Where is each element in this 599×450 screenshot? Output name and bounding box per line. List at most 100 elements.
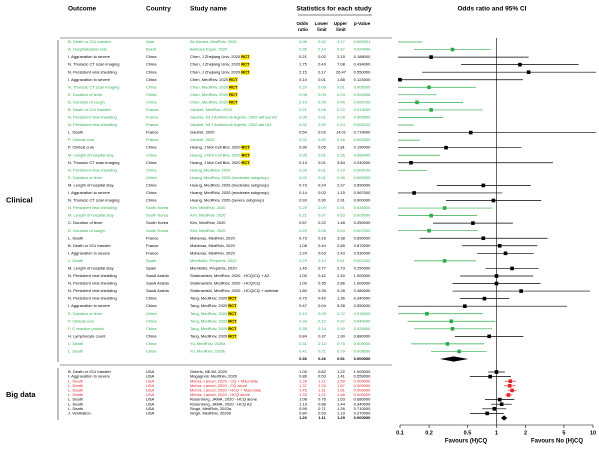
- point-estimate: [444, 145, 448, 150]
- tag-highlight: [228, 99, 238, 105]
- country: China: [146, 311, 157, 316]
- outcome: L. Death: [68, 258, 83, 263]
- tag: RCT: [228, 296, 237, 301]
- study-name: Singh, MedRxiv, 2020a: [190, 406, 232, 411]
- stat-value: 0.08: [299, 92, 308, 97]
- p-value: 0.009000: [354, 341, 371, 346]
- stat-value: 0.86: [299, 374, 308, 379]
- stat-value: 0.21: [318, 349, 327, 354]
- outcome: N. Persistent viral shedding: [68, 273, 117, 278]
- stat-value: 0.54: [299, 130, 308, 135]
- column-header: Upper limit: [334, 21, 349, 32]
- outcome: N. Thoracic CT scan imaging: [68, 84, 119, 89]
- p-value: 0.000700: [354, 99, 371, 104]
- study-name: Chen, MedRxiv, 2020: [190, 92, 229, 97]
- stat-value: 1.00: [299, 369, 308, 374]
- header-country: Country: [146, 6, 171, 13]
- stat-value: 0.87: [337, 47, 346, 52]
- p-value: 0.690000: [354, 235, 371, 240]
- study-name: Huang, J Mol Cell Biol, 2020: [190, 145, 241, 150]
- stat-value: 1.81: [337, 145, 346, 150]
- country: China: [146, 175, 157, 180]
- p-value: 0.000000: [354, 378, 371, 383]
- group-label: Clinical: [6, 195, 33, 204]
- study-name: Huang, MedRxiv, 2020 (severe subgroup): [190, 198, 265, 203]
- p-value: 0.000000: [354, 383, 371, 388]
- study-name: Mahevas, MedRxiv, 2020: [190, 243, 236, 248]
- stat-value: 0.77: [318, 265, 327, 270]
- stat-value: 0.28: [337, 115, 346, 120]
- p-value: 0.000100: [354, 122, 371, 127]
- stat-value: 0.05: [299, 115, 308, 120]
- x-tick-label: 0.2: [425, 430, 433, 436]
- point-estimate: [429, 213, 433, 218]
- stat-value: 0.06: [337, 175, 346, 180]
- stat-value: 0.82: [318, 369, 327, 374]
- tag: RCT: [241, 152, 250, 157]
- tag-highlight: [240, 152, 250, 158]
- stat-value: 1.48: [337, 220, 346, 225]
- study-name: Chen, MedRxiv, 2020: [190, 84, 229, 89]
- point-estimate: [492, 407, 497, 411]
- outcome: A. Hospitalization rate: [68, 47, 108, 52]
- outcome: P. Clinical cure: [68, 318, 95, 323]
- study-name: Huang, MedRxiv, 2020 (moderate subgroup): [190, 175, 270, 180]
- country: USA: [146, 383, 155, 388]
- p-value: 0.000400: [354, 152, 371, 157]
- stat-value: 0.01: [318, 77, 327, 82]
- study-name: Yu, MedRxiv, 2020a: [190, 341, 226, 346]
- tag-highlight: [227, 303, 237, 309]
- stat-value: 0.10: [299, 77, 308, 82]
- country: USA: [146, 410, 155, 415]
- outcome: L. Death: [68, 378, 83, 383]
- stat-value: 0.21: [299, 54, 308, 59]
- stat-value: 0.47: [299, 303, 308, 308]
- study-name: Mahevas, MedRxiv, 2020: [190, 235, 236, 240]
- p-value: 0.000008: [354, 92, 371, 97]
- country: USA: [146, 397, 155, 402]
- p-value: 0.250000: [354, 265, 371, 270]
- p-value: 0.000000: [354, 387, 371, 392]
- study-name: Tang, MedRxiv, 2020: [190, 311, 228, 316]
- stat-value: 0.63: [337, 213, 346, 218]
- p-value: 0.550000: [354, 69, 371, 74]
- p-value: 1.000000: [354, 273, 371, 278]
- stat-value: 0.64: [337, 228, 346, 233]
- stat-value: 2.40: [337, 273, 346, 278]
- study-name: Huang, MedRxiv, 2020: [190, 167, 231, 172]
- x-tick-label: 10: [590, 430, 596, 436]
- stat-value: 7.08: [337, 62, 346, 67]
- outcome: N. Thoracic CT scan imaging: [68, 62, 119, 67]
- tag: RCT: [241, 145, 250, 150]
- stat-value: 0.75: [299, 296, 308, 301]
- country: France: [146, 130, 159, 135]
- stat-value: 0.71: [318, 406, 327, 411]
- study-name: Geleris, NEJM, 2020: [190, 369, 228, 374]
- p-value: 0.480000: [354, 288, 371, 293]
- country: China: [146, 69, 157, 74]
- tag-highlight: [227, 326, 237, 332]
- country: China: [146, 92, 157, 97]
- stat-value: 1.33: [299, 392, 308, 397]
- stat-value: 0.90: [337, 326, 346, 331]
- stat-value: 2.15: [299, 69, 308, 74]
- point-estimate: [450, 327, 455, 331]
- outcome: M. Length of hospital stay: [68, 182, 114, 187]
- study-name: Chen, J Zhejiang Univ, 2020: [190, 54, 241, 59]
- outcome: L. Death: [68, 387, 83, 392]
- header-study: Study name: [190, 6, 227, 13]
- study-name: Chen, MedRxiv, 2020: [190, 99, 229, 104]
- stat-value: 0.05: [318, 99, 327, 104]
- outcome: I. Aggravation to severe: [68, 54, 111, 59]
- point-estimate: [510, 266, 514, 271]
- country: Saudi Arabia: [146, 281, 169, 286]
- stat-value: 0.97: [337, 318, 346, 323]
- p-value: 0.000000: [354, 175, 371, 180]
- country: China: [146, 349, 157, 354]
- outcome: D. Duration of cough: [68, 228, 105, 233]
- stat-value: 0.76: [318, 397, 327, 402]
- stat-value: 0.22: [318, 220, 327, 225]
- stat-value: 0.88: [318, 401, 327, 406]
- country: Asia: [146, 39, 155, 44]
- tag: RCT: [241, 62, 250, 67]
